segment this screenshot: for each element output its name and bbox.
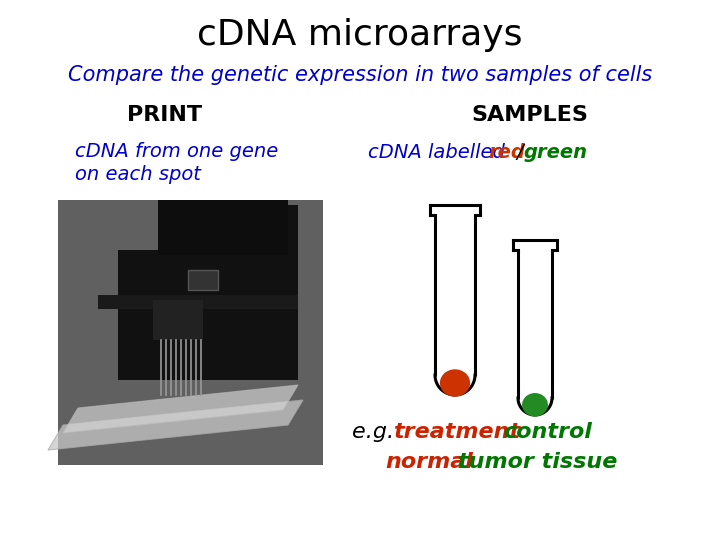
Text: tumor tissue: tumor tissue: [458, 452, 617, 472]
Bar: [98, 295, 298, 309]
Ellipse shape: [523, 394, 547, 416]
Text: Compare the genetic expression in two samples of cells: Compare the genetic expression in two sa…: [68, 65, 652, 85]
Bar: [58, 200, 323, 465]
Bar: [118, 250, 193, 380]
Text: cDNA microarrays: cDNA microarrays: [197, 18, 523, 52]
Text: control: control: [503, 422, 592, 442]
Text: PRINT: PRINT: [127, 105, 202, 125]
Text: e.g.: e.g.: [352, 422, 401, 442]
Text: cDNA labelled: cDNA labelled: [368, 143, 518, 161]
Text: normal: normal: [385, 452, 473, 472]
Text: cDNA from one gene: cDNA from one gene: [75, 142, 278, 161]
Polygon shape: [48, 400, 303, 450]
Text: red: red: [488, 143, 525, 161]
Text: on each spot: on each spot: [75, 165, 201, 184]
Ellipse shape: [441, 370, 469, 396]
Text: SAMPLES: SAMPLES: [472, 105, 588, 125]
Text: treatment: treatment: [393, 422, 520, 442]
FancyBboxPatch shape: [178, 205, 298, 380]
Bar: [158, 200, 288, 255]
Bar: [153, 300, 203, 340]
Text: /: /: [516, 143, 523, 161]
Polygon shape: [63, 385, 298, 433]
Bar: [188, 270, 218, 290]
Text: green: green: [524, 143, 588, 161]
